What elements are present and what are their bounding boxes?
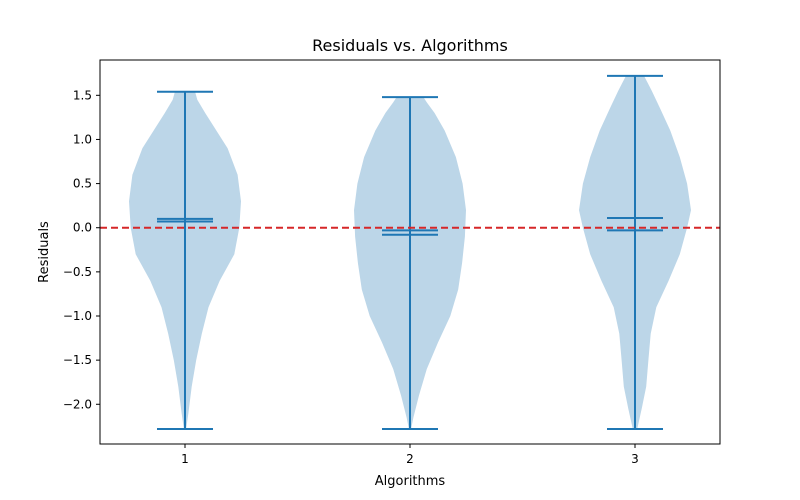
y-tick-label: −1.5 — [63, 353, 92, 367]
y-axis: −2.0 −1.5 −1.0 −0.5 0.0 0.5 1.0 1.5 — [63, 88, 100, 411]
y-tick-label: 0.0 — [73, 221, 92, 235]
y-axis-title: Residuals — [37, 221, 52, 283]
y-tick-label: −2.0 — [63, 397, 92, 411]
x-tick-label: 2 — [406, 452, 414, 466]
y-tick-label: 1.0 — [73, 132, 92, 146]
y-tick-label: −1.0 — [63, 309, 92, 323]
violin-1 — [129, 90, 241, 430]
x-tick-label: 3 — [631, 452, 639, 466]
y-tick-label: 0.5 — [73, 177, 92, 191]
violin-3 — [579, 74, 691, 430]
x-axis: 1 2 3 — [181, 444, 639, 466]
y-tick-label: −0.5 — [63, 265, 92, 279]
y-tick-label: 1.5 — [73, 88, 92, 102]
chart-title: Residuals vs. Algorithms — [312, 36, 508, 55]
x-tick-label: 1 — [181, 452, 189, 466]
x-axis-title: Algorithms — [375, 474, 446, 489]
plot-area — [129, 74, 691, 430]
violin-2 — [354, 96, 466, 430]
